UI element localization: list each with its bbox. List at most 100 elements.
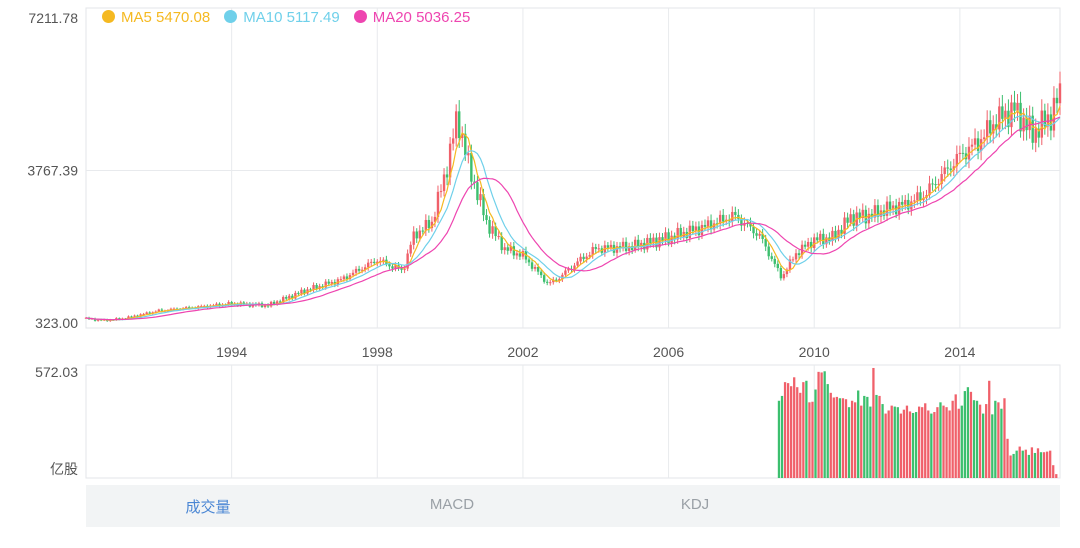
candle-body	[288, 295, 291, 299]
candle-body	[961, 152, 965, 154]
candle-body	[1040, 110, 1043, 138]
legend-ma10-value: 5117.49	[286, 9, 340, 26]
volume-bar	[963, 391, 966, 478]
candle-body	[694, 226, 698, 231]
volume-bar	[896, 407, 899, 478]
volume-bar	[1003, 398, 1006, 478]
tab-volume[interactable]: 成交量	[185, 499, 231, 516]
candle-body	[891, 205, 895, 210]
candle-body	[837, 229, 840, 238]
candle-body	[806, 241, 810, 247]
candle-body	[609, 244, 613, 248]
volume-bar	[954, 394, 957, 478]
candle-body	[539, 271, 543, 276]
volume-bar	[878, 395, 881, 478]
tab-kdj[interactable]: KDJ	[680, 496, 710, 513]
candle-body	[703, 224, 707, 227]
candle-body	[779, 268, 783, 279]
volume-bar	[936, 407, 939, 478]
candle-body	[448, 143, 452, 178]
candle-body	[934, 184, 937, 186]
candle-body	[363, 267, 367, 270]
x-tick-label: 2002	[507, 344, 538, 360]
candle-body	[154, 311, 157, 313]
volume-bar	[969, 391, 973, 478]
volume-unit-label: 亿股	[50, 461, 78, 477]
volume-bar	[817, 371, 820, 478]
candle-body	[767, 246, 770, 257]
candle-body	[621, 241, 625, 249]
candle-body	[691, 225, 695, 231]
candle-body	[1052, 97, 1056, 131]
volume-bar	[1055, 474, 1058, 478]
candle-body	[731, 211, 734, 222]
candle-body	[312, 284, 315, 290]
candle-body	[931, 183, 934, 185]
candle-body	[858, 212, 861, 218]
candle-body	[242, 302, 245, 305]
candle-body	[148, 312, 151, 314]
candle-body	[558, 279, 561, 281]
candle-body	[418, 230, 421, 239]
candle-body	[391, 266, 394, 269]
volume-bar	[951, 400, 954, 478]
candle-body	[788, 259, 792, 270]
candle-body	[834, 230, 837, 238]
candle-body	[624, 241, 628, 251]
candle-body	[412, 231, 415, 245]
volume-bar	[908, 411, 912, 478]
candle-body	[888, 201, 892, 210]
candle-body	[409, 244, 412, 254]
candle-body	[491, 226, 494, 234]
volume-bar	[902, 409, 906, 478]
candle-body	[351, 272, 355, 276]
candle-body	[118, 318, 121, 320]
candle-body	[160, 309, 164, 311]
volume-bar	[860, 405, 863, 478]
candle-body	[840, 229, 843, 234]
candle-body	[427, 219, 431, 229]
legend-ma20-name: MA20	[372, 9, 412, 26]
candle-body	[712, 223, 716, 230]
candle-body	[461, 133, 464, 138]
candle-body	[1058, 83, 1062, 104]
candle-body	[227, 302, 230, 306]
volume-bar	[1009, 455, 1012, 478]
volume-bar	[975, 400, 979, 478]
candle-body	[321, 286, 324, 288]
candle-body	[382, 259, 385, 261]
volume-bar	[911, 412, 915, 478]
candle-body	[776, 263, 780, 269]
candle-body	[482, 194, 485, 216]
candle-body	[172, 308, 176, 310]
candle-body	[864, 209, 868, 224]
candle-body	[136, 315, 139, 317]
candle-body	[618, 246, 622, 249]
candle-body	[791, 259, 795, 261]
tab-macd[interactable]: MACD	[429, 496, 475, 513]
candle-body	[1025, 117, 1028, 131]
volume-bar	[921, 407, 924, 478]
candle-body	[445, 174, 449, 178]
candle-body	[995, 124, 998, 130]
candle-body	[661, 237, 664, 241]
candle-body	[187, 307, 191, 309]
candle-body	[515, 253, 519, 256]
volume-bar	[829, 392, 832, 478]
volume-bar	[985, 404, 988, 478]
candle-body	[555, 279, 558, 281]
candle-body	[928, 183, 931, 196]
candle-body	[879, 210, 883, 217]
candle-body	[394, 265, 397, 269]
volume-bar	[799, 392, 802, 478]
candle-body	[758, 233, 761, 236]
candle-body	[764, 239, 767, 247]
candle-body	[473, 181, 476, 183]
candle-body	[497, 236, 500, 238]
candle-body	[822, 233, 825, 245]
candle-body	[282, 297, 285, 303]
candle-body	[1055, 97, 1059, 104]
volume-bar	[1039, 452, 1043, 478]
candle-body	[345, 276, 349, 279]
